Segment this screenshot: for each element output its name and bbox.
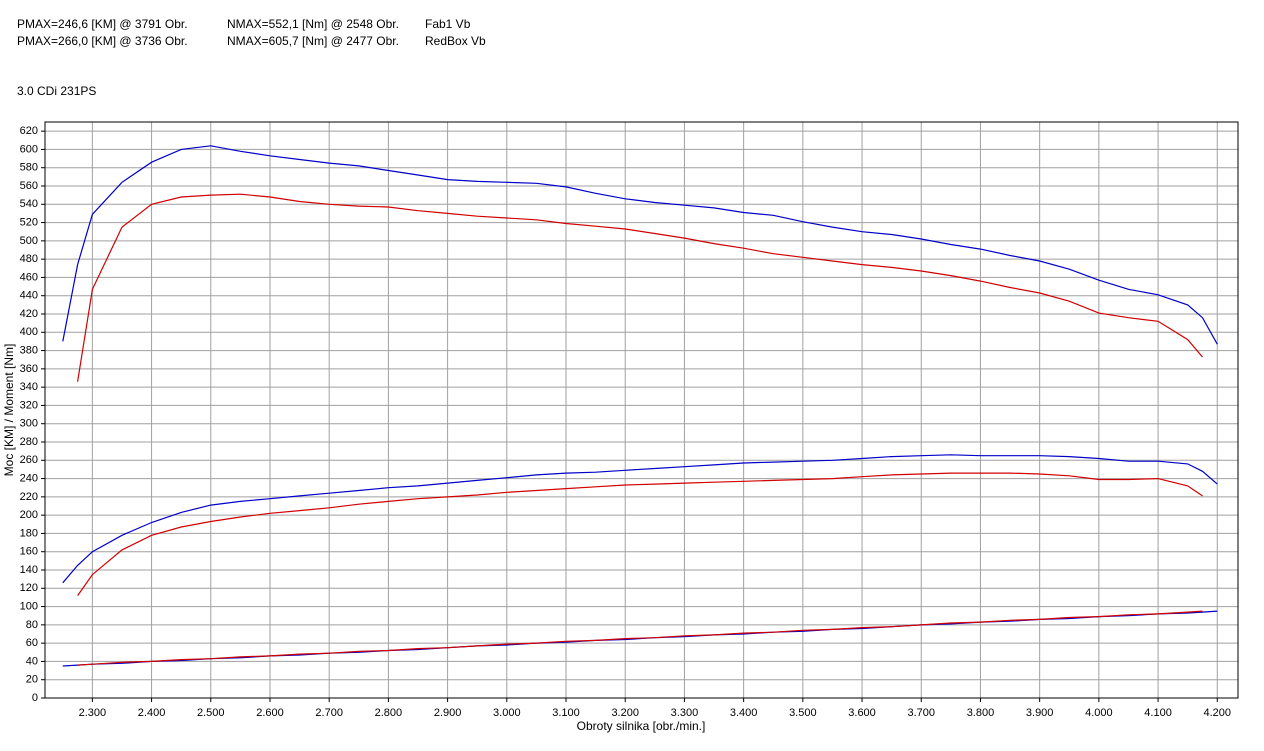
y-tick-label: 600 — [20, 143, 38, 155]
y-tick-label: 0 — [32, 692, 38, 704]
y-tick-label: 340 — [20, 381, 38, 393]
x-tick-label: 3.500 — [789, 707, 817, 719]
x-tick-label: 2.700 — [315, 707, 343, 719]
y-tick-label: 260 — [20, 454, 38, 466]
x-tick-label: 3.800 — [967, 707, 995, 719]
y-tick-label: 320 — [20, 399, 38, 411]
x-tick-label: 3.200 — [611, 707, 639, 719]
x-tick-label: 2.800 — [375, 707, 403, 719]
header-nmax: NMAX=552,1 [Nm] @ 2548 Obr. — [227, 17, 399, 31]
x-tick-label: 2.400 — [138, 707, 166, 719]
y-tick-label: 160 — [20, 546, 38, 558]
x-tick-label: 3.400 — [730, 707, 758, 719]
x-tick-label: 2.300 — [79, 707, 107, 719]
y-tick-label: 620 — [20, 125, 38, 137]
y-tick-label: 60 — [26, 637, 38, 649]
x-tick-label: 3.000 — [493, 707, 521, 719]
plot-area — [45, 122, 1238, 698]
y-tick-label: 40 — [26, 655, 38, 667]
y-tick-label: 380 — [20, 344, 38, 356]
x-tick-label: 3.300 — [671, 707, 699, 719]
x-tick-label: 2.500 — [197, 707, 225, 719]
x-tick-label: 4.200 — [1204, 707, 1232, 719]
y-tick-label: 220 — [20, 491, 38, 503]
x-axis-label: Obroty silnika [obr./min.] — [577, 719, 706, 733]
series-line — [62, 454, 1218, 584]
series-line — [77, 193, 1203, 382]
y-tick-label: 300 — [20, 418, 38, 430]
y-tick-label: 580 — [20, 162, 38, 174]
header-name: RedBox Vb — [425, 34, 486, 48]
x-tick-label: 3.700 — [907, 707, 935, 719]
header-pmax: PMAX=266,0 [KM] @ 3736 Obr. — [17, 34, 188, 48]
y-tick-label: 560 — [20, 180, 38, 192]
y-tick-label: 540 — [20, 198, 38, 210]
x-tick-label: 3.600 — [848, 707, 876, 719]
y-tick-label: 520 — [20, 216, 38, 228]
x-tick-label: 4.000 — [1085, 707, 1113, 719]
y-tick-label: 200 — [20, 509, 38, 521]
y-tick-label: 360 — [20, 363, 38, 375]
y-tick-label: 100 — [20, 600, 38, 612]
y-tick-label: 120 — [20, 582, 38, 594]
y-tick-label: 20 — [26, 674, 38, 686]
header-name: Fab1 Vb — [425, 17, 471, 31]
y-tick-label: 80 — [26, 619, 38, 631]
plot-border — [44, 121, 1239, 699]
series-line — [62, 145, 1218, 345]
series-line — [77, 610, 1203, 666]
series-line — [77, 472, 1203, 596]
x-tick-label: 2.600 — [256, 707, 284, 719]
y-tick-label: 280 — [20, 436, 38, 448]
y-tick-label: 240 — [20, 472, 38, 484]
y-tick-label: 460 — [20, 271, 38, 283]
y-tick-label: 400 — [20, 326, 38, 338]
x-tick-label: 3.900 — [1026, 707, 1054, 719]
chart-title: 3.0 CDi 231PS — [17, 84, 96, 98]
y-tick-label: 140 — [20, 564, 38, 576]
y-tick-label: 500 — [20, 235, 38, 247]
y-tick-label: 180 — [20, 527, 38, 539]
header-nmax: NMAX=605,7 [Nm] @ 2477 Obr. — [227, 34, 399, 48]
y-tick-label: 480 — [20, 253, 38, 265]
x-tick-label: 4.100 — [1144, 707, 1172, 719]
y-tick-label: 440 — [20, 290, 38, 302]
header-pmax: PMAX=246,6 [KM] @ 3791 Obr. — [17, 17, 188, 31]
y-tick-label: 420 — [20, 308, 38, 320]
x-tick-label: 3.100 — [552, 707, 580, 719]
y-axis-label: Moc [KM] / Moment [Nm] — [2, 344, 16, 477]
x-tick-label: 2.900 — [434, 707, 462, 719]
